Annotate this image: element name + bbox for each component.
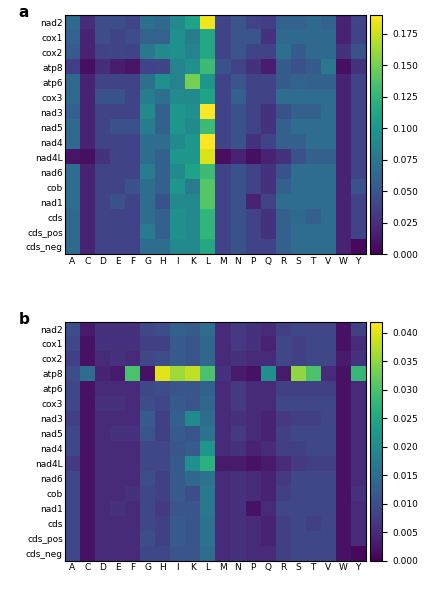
Text: a: a	[18, 5, 29, 20]
Text: b: b	[18, 312, 29, 327]
